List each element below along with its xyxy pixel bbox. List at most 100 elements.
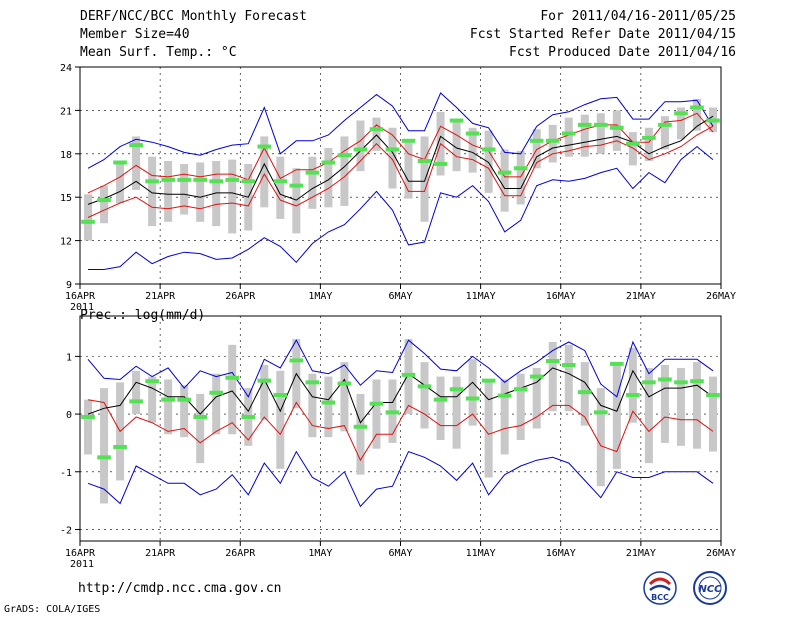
temp-median-mark bbox=[561, 131, 576, 136]
temp-range-box bbox=[484, 130, 493, 193]
prec-median-mark bbox=[97, 455, 111, 460]
temp-range-box bbox=[164, 161, 173, 222]
grads-credit: GrADS: COLA/IGES bbox=[4, 604, 101, 615]
prec-range-box bbox=[484, 379, 493, 478]
temp-range-box bbox=[324, 148, 333, 208]
prec-range-box bbox=[212, 373, 221, 435]
temp-min-line bbox=[88, 145, 714, 270]
temp-x-tick-label: 16MAY bbox=[546, 291, 576, 302]
temp-median-mark bbox=[257, 144, 272, 149]
prec-range-box bbox=[372, 379, 381, 449]
prec-median-mark bbox=[337, 381, 352, 386]
temp-x-tick-label: 6MAY bbox=[388, 291, 412, 302]
temp-y-tick-label: 24 bbox=[60, 63, 72, 74]
prec-range-box bbox=[548, 341, 557, 412]
temp-range-box bbox=[580, 114, 589, 157]
temp-x-tick-label: 21APR bbox=[145, 291, 176, 302]
temp-range-box bbox=[404, 139, 413, 199]
prec-median-mark bbox=[626, 393, 640, 398]
prec-range-box bbox=[436, 376, 445, 441]
prec-median-mark bbox=[481, 378, 496, 383]
temp-range-box bbox=[532, 129, 541, 169]
prec-y-tick-label: -1 bbox=[60, 468, 72, 479]
prec-median-mark bbox=[417, 384, 432, 389]
prec-median-mark bbox=[594, 410, 608, 415]
prec-range-box bbox=[516, 373, 525, 441]
prec-x-tick-label: 16APR bbox=[65, 548, 96, 559]
temp-range-box bbox=[116, 161, 125, 203]
prec-median-mark bbox=[225, 375, 240, 380]
temp-median-mark bbox=[193, 177, 207, 182]
prec-range-box bbox=[84, 399, 93, 455]
prec-max-line bbox=[87, 339, 714, 398]
prec-range-box bbox=[148, 376, 157, 423]
temp-median-mark bbox=[626, 141, 640, 146]
prec-x-tick-label: 6MAY bbox=[388, 548, 412, 559]
temp-median-mark bbox=[401, 138, 416, 143]
prec-range-box bbox=[356, 393, 365, 475]
temp-range-box bbox=[212, 161, 221, 227]
temp-median-mark bbox=[113, 160, 127, 165]
prec-median-mark bbox=[513, 387, 528, 392]
prec-mean-line bbox=[87, 367, 714, 424]
temp-x-tick-label: 16APR bbox=[65, 291, 96, 302]
prec-median-mark bbox=[658, 377, 672, 382]
temp-median-mark bbox=[642, 135, 656, 140]
prec-median-mark bbox=[369, 401, 384, 406]
prec-range-box bbox=[100, 388, 109, 504]
temp-median-mark bbox=[145, 179, 159, 184]
prec-median-mark bbox=[305, 380, 320, 385]
prec-range-box bbox=[644, 367, 653, 464]
prec-min-line bbox=[87, 450, 714, 508]
prec-range-box bbox=[468, 359, 477, 426]
temp-median-mark bbox=[610, 125, 624, 130]
temp-median-mark bbox=[465, 131, 480, 136]
temp-median-mark bbox=[690, 105, 704, 110]
bcc-logo-text: BCC bbox=[651, 593, 669, 602]
temp-range-box bbox=[612, 110, 621, 151]
prec-range-box bbox=[324, 376, 333, 438]
prec-median-mark bbox=[497, 393, 512, 398]
temp-median-mark bbox=[337, 153, 352, 158]
temp-range-box bbox=[292, 168, 301, 234]
prec-range-box bbox=[276, 370, 285, 469]
temp-year-label: 2011 bbox=[70, 302, 94, 313]
temp-median-mark bbox=[513, 166, 528, 171]
temp-median-mark bbox=[594, 122, 608, 127]
prec-median-mark bbox=[642, 380, 656, 385]
prec-x-tick-label: 16MAY bbox=[546, 548, 576, 559]
temp-range-box bbox=[420, 136, 429, 222]
footer-url[interactable]: http://cmdp.ncc.cma.gov.cn bbox=[78, 581, 282, 596]
prec-median-mark bbox=[273, 393, 288, 398]
temp-median-mark bbox=[177, 177, 191, 182]
prec-range-box bbox=[164, 379, 173, 435]
temp-median-mark bbox=[497, 170, 512, 175]
temp-median-mark bbox=[706, 118, 720, 123]
prec-median-mark bbox=[145, 379, 159, 384]
temp-range-box bbox=[628, 132, 637, 166]
temp-range-box bbox=[260, 136, 269, 208]
temp-median-mark bbox=[97, 198, 111, 203]
ncc-logo-icon: NCC bbox=[693, 571, 727, 605]
bcc-logo-icon: BCC bbox=[643, 571, 677, 605]
temp-range-box bbox=[132, 136, 141, 190]
prec-lower-spread-line bbox=[87, 399, 714, 462]
prec-range-box bbox=[340, 362, 349, 432]
temp-x-tick-label: 21MAY bbox=[626, 291, 656, 302]
temp-median-mark bbox=[321, 160, 336, 165]
temp-median-mark bbox=[433, 161, 448, 166]
temp-median-mark bbox=[161, 177, 175, 182]
prec-range-box bbox=[132, 370, 141, 415]
temp-median-mark bbox=[353, 147, 368, 152]
prec-x-tick-label: 11MAY bbox=[466, 548, 496, 559]
prec-median-mark bbox=[449, 387, 464, 392]
prec-range-box bbox=[628, 347, 637, 423]
temp-median-mark bbox=[529, 138, 544, 143]
temp-range-box bbox=[564, 117, 573, 157]
temp-range-box bbox=[660, 116, 669, 150]
prec-median-mark bbox=[577, 390, 592, 395]
temp-range-box bbox=[516, 150, 525, 205]
temp-range-box bbox=[308, 156, 317, 209]
prec-y-tick-label: 0 bbox=[66, 410, 72, 421]
temp-median-mark bbox=[129, 143, 143, 148]
